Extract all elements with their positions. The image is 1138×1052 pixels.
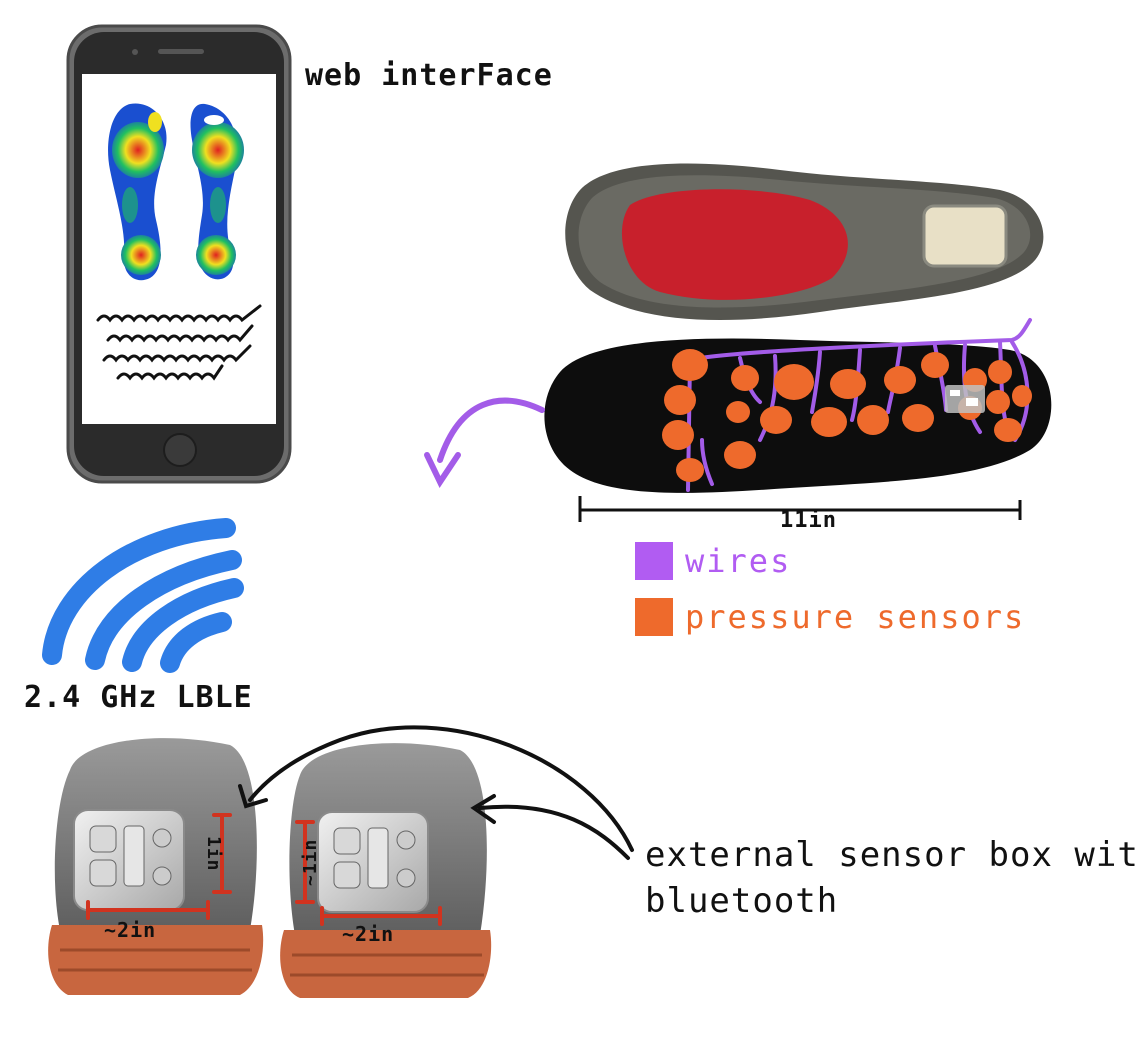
box-dimension-marks: [86, 813, 442, 926]
legend-swatch-pressure-sensors: [635, 598, 673, 636]
legend-swatch-wires: [635, 542, 673, 580]
box-height-label-right: ~1in: [300, 838, 321, 886]
pointer-arrows: [238, 725, 634, 860]
purple-arrow-icon: [424, 397, 545, 489]
insole-top-image: [565, 163, 1044, 320]
text-scribbles: [96, 304, 262, 381]
wireless-signal-icon: [42, 518, 244, 673]
shoe-right-image: [280, 743, 492, 998]
sensor-box-label-line1: external sensor box with: [645, 835, 1138, 875]
insole-length-label: 11in: [780, 508, 837, 533]
legend-label-pressure-sensors: pressure sensors: [685, 598, 1026, 636]
box-width-label-right: ~2in: [342, 922, 395, 946]
ble-label: 2.4 GHz LBLE: [24, 680, 253, 715]
smartphone-icon: [66, 24, 292, 484]
sensor-box-label-line2: bluetooth: [645, 881, 839, 921]
sensor-connector: [945, 385, 985, 413]
foot-pressure-heatmap: [108, 103, 244, 281]
length-measurement-line: [578, 496, 1022, 522]
pressure-sensors: [662, 349, 1032, 482]
shoe-left-image: [48, 738, 264, 995]
sensor-box-label: external sensor box with bluetooth: [645, 832, 1138, 924]
legend-label-wires: wires: [685, 542, 792, 580]
legend-item-wires: wires: [635, 542, 1025, 580]
legend: wires pressure sensors: [635, 542, 1025, 654]
box-width-label-left: ~2in: [104, 918, 157, 942]
web-interface-label: web interFace: [305, 58, 553, 93]
insole-sensor-layout: [544, 318, 1052, 493]
legend-item-pressure-sensors: pressure sensors: [635, 598, 1025, 636]
box-height-label-left: 1in: [203, 836, 224, 872]
